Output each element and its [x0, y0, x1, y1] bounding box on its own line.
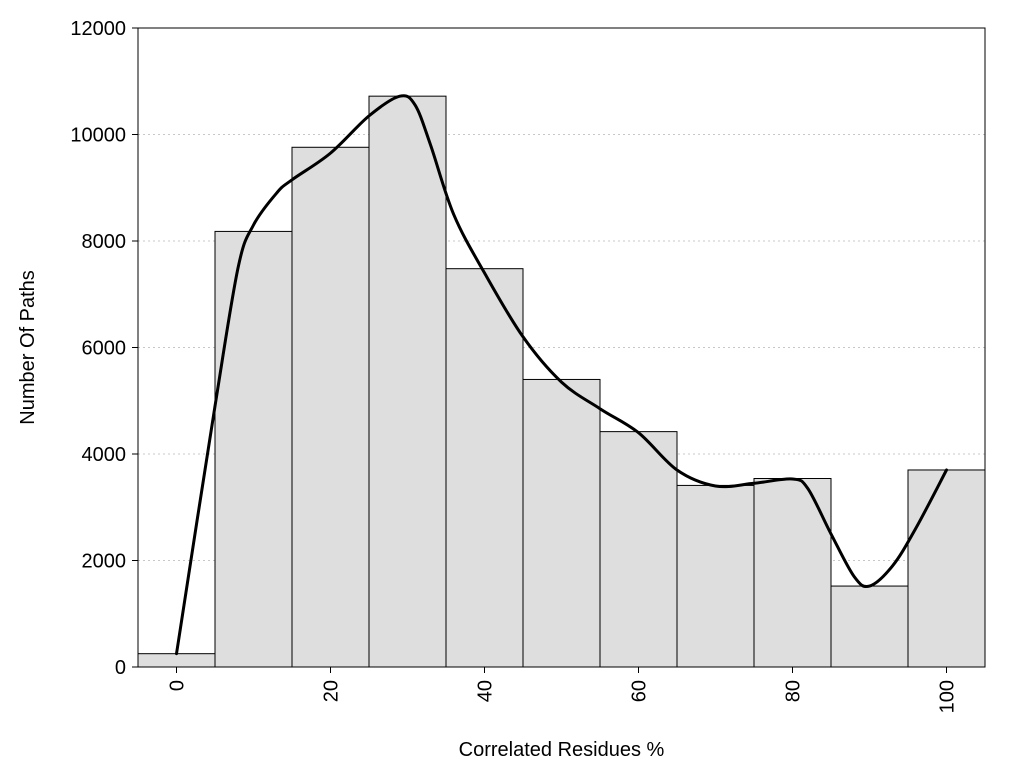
histogram-bar-10 — [907, 469, 986, 668]
density-curve — [175, 94, 948, 656]
x-tick-label-2: 40 — [475, 680, 497, 702]
histogram-bar-2 — [291, 146, 370, 668]
histogram-bar-6 — [599, 431, 678, 668]
y-tick-label-4: 8000 — [82, 231, 127, 253]
histogram-bar-4 — [445, 268, 524, 668]
y-tick-label-6: 12000 — [70, 18, 126, 40]
x-tick-label-0: 0 — [167, 680, 189, 691]
histogram-bar-9 — [830, 585, 909, 668]
curve-layer — [175, 94, 948, 656]
y-tick-label-3: 6000 — [82, 338, 127, 360]
histogram-bar-7 — [676, 484, 755, 668]
x-tick-label-4: 80 — [783, 680, 805, 702]
y-tick-label-0: 0 — [115, 657, 126, 679]
histogram-bar-1 — [214, 230, 293, 668]
y-axis-title: Number Of Paths — [17, 270, 39, 425]
y-tick-label-1: 2000 — [82, 551, 127, 573]
histogram-bar-0 — [137, 653, 216, 668]
y-tick-label-5: 10000 — [70, 125, 126, 147]
x-tick-label-3: 60 — [629, 680, 651, 702]
x-axis: 0 20 40 60 80 100 — [167, 667, 959, 713]
histogram-bar-5 — [522, 378, 601, 668]
y-axis: 0 2000 4000 6000 8000 10000 12000 — [70, 18, 138, 679]
histogram-bar-8 — [753, 477, 832, 668]
x-axis-title: Correlated Residues % — [459, 739, 665, 761]
histogram-bar-3 — [368, 95, 447, 668]
y-tick-label-2: 4000 — [82, 444, 127, 466]
x-tick-label-1: 20 — [321, 680, 343, 702]
x-tick-label-5: 100 — [937, 680, 959, 713]
